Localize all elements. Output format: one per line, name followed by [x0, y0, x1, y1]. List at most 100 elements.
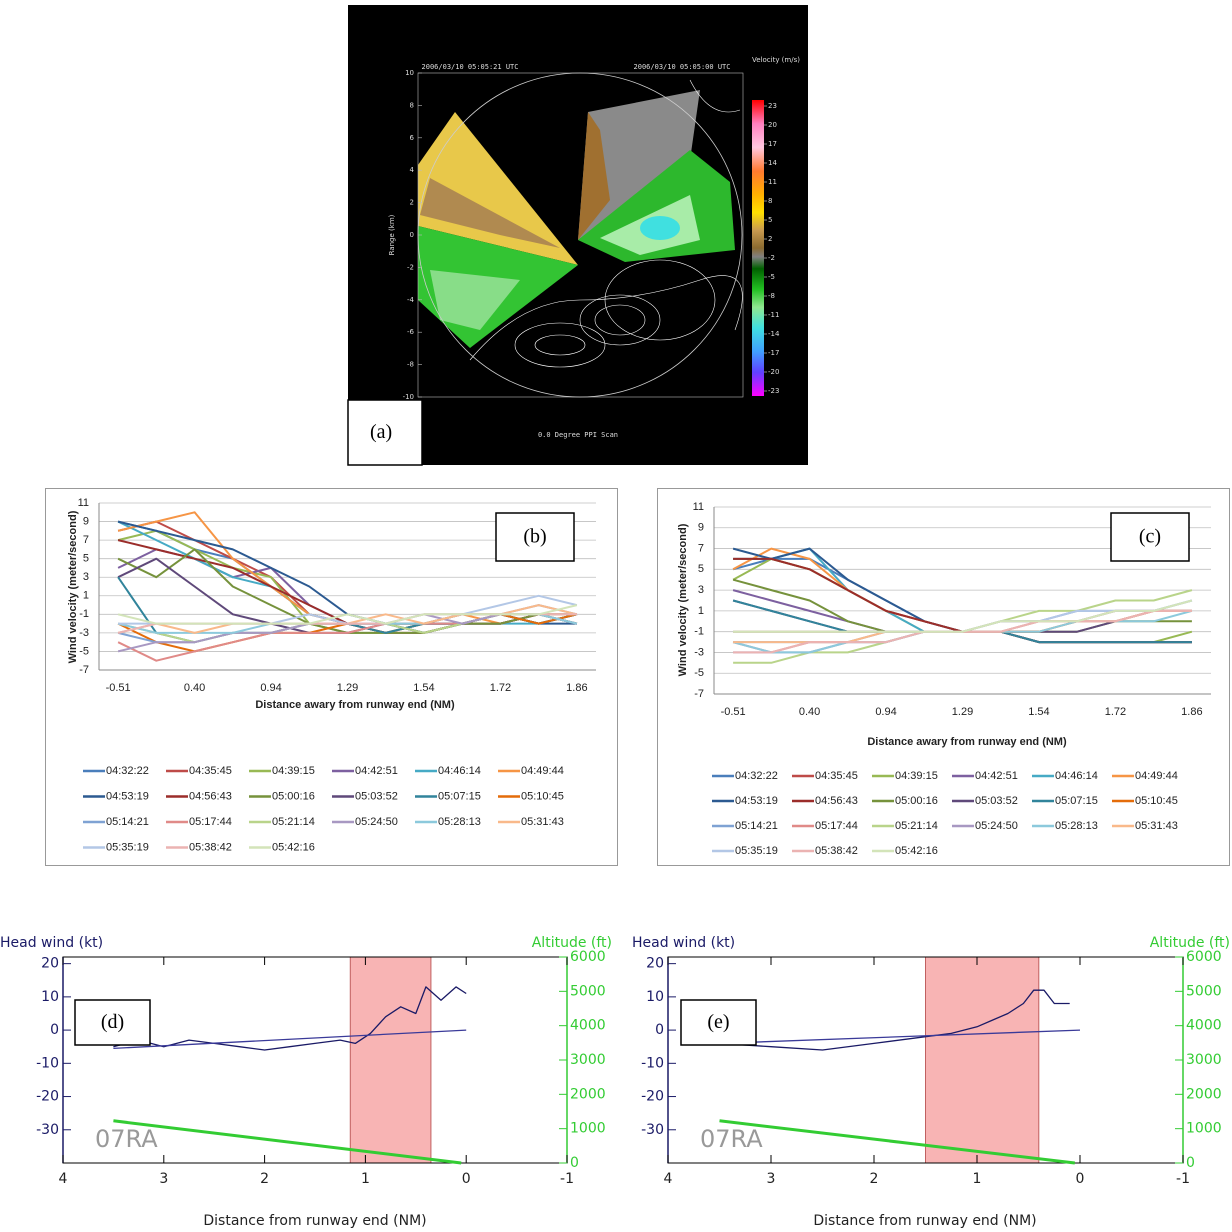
x-axis-title: Distance from runway end (NM): [813, 1213, 1036, 1229]
legend-label: 04:56:43: [189, 790, 232, 802]
x-tick-label: 2: [870, 1171, 879, 1187]
legend-label: 04:42:51: [975, 770, 1018, 782]
x-tick-label: 0.40: [799, 706, 820, 718]
legend-label: 05:24:50: [355, 816, 398, 828]
y-tick-label: 0: [410, 231, 414, 239]
y2-axis-title: Altitude (ft): [532, 935, 612, 951]
legend-label: 05:31:43: [1135, 820, 1178, 832]
colorbar-tick-label: 8: [768, 197, 772, 205]
colorbar-tick-label: 2: [768, 235, 772, 243]
y2-axis-title: Altitude (ft): [1150, 935, 1230, 951]
colorbar-tick-label: -17: [768, 349, 779, 357]
colorbar-tick-label: -5: [768, 273, 775, 281]
x-tick-label: 1.54: [1028, 706, 1049, 718]
legend-label: 05:21:14: [895, 820, 938, 832]
y-tick-label: -7: [694, 688, 704, 700]
y-tick-label: 20: [646, 956, 664, 972]
legend-label: 04:35:45: [189, 765, 232, 777]
y-tick-label: 9: [83, 515, 89, 527]
x-axis-title: Distance awary from runway end (NM): [255, 699, 455, 711]
y-axis-title: Wind velocity (meter/second): [677, 523, 689, 676]
x-tick-label: 3: [159, 1171, 168, 1187]
y-tick-label: 11: [693, 501, 704, 513]
x-tick-label: 0: [1076, 1171, 1085, 1187]
y-tick-label: 1: [83, 590, 89, 602]
y-tick-label: -4: [407, 296, 415, 304]
x-tick-label: 1.54: [413, 682, 434, 694]
y-tick-label: -10: [36, 1055, 59, 1071]
y-axis-title: Wind velocity (meter/second): [67, 510, 79, 663]
legend-label: 05:14:21: [735, 820, 778, 832]
colorbar-tick-label: 14: [768, 159, 777, 167]
x-axis-title: Distance from runway end (NM): [203, 1213, 426, 1229]
y-tick-label: 2: [410, 199, 414, 207]
page: Wind analysis figure body { margin: 0; b…: [0, 0, 1232, 1232]
body: {"chart_data": [ {"type": "ppi", "panel_…: [0, 0, 1232, 1232]
y2-tick-label: 6000: [570, 949, 606, 965]
runway-annotation: 07RA: [95, 1125, 158, 1153]
y-tick-label: 5: [83, 553, 89, 565]
y-tick-label: -8: [407, 361, 414, 369]
y-tick-label: 5: [698, 563, 704, 575]
x-axis-title: Distance awary from runway end (NM): [867, 736, 1067, 748]
y-tick-label: -30: [641, 1122, 664, 1138]
y-tick-label: 7: [698, 542, 704, 554]
y-tick-label: -1: [694, 626, 704, 638]
legend-label: 04:49:44: [1135, 770, 1178, 782]
legend-label: 05:42:16: [272, 841, 315, 853]
y2-tick-label: 0: [570, 1155, 579, 1171]
colorbar-tick-label: 11: [768, 178, 777, 186]
y-axis-title: Head wind (kt): [632, 935, 735, 951]
y-tick-label: 10: [405, 69, 414, 77]
legend-label: 05:38:42: [189, 841, 232, 853]
x-tick-label: 1: [973, 1171, 982, 1187]
timestamp: 2006/03/10 05:05:21 UTC: [422, 63, 519, 71]
y-axis-title: Head wind (kt): [0, 935, 103, 951]
shaded-region: [926, 957, 1039, 1163]
y-tick-label: -6: [407, 328, 415, 336]
colorbar-tick-label: -20: [768, 368, 779, 376]
y-tick-label: -5: [694, 667, 704, 679]
x-tick-label: -0.51: [721, 706, 746, 718]
y-tick-label: 9: [698, 522, 704, 534]
y-tick-label: 3: [83, 571, 89, 583]
y-tick-label: -3: [79, 627, 89, 639]
legend-label: 05:31:43: [521, 816, 564, 828]
echo-cell: [640, 216, 680, 240]
colorbar: [752, 100, 764, 396]
radar-background: [348, 5, 808, 465]
legend-label: 04:53:19: [735, 795, 778, 807]
shaded-region: [350, 957, 431, 1163]
legend-label: 04:56:43: [815, 795, 858, 807]
legend-label: 04:42:51: [355, 765, 398, 777]
runway-annotation: 07RA: [700, 1125, 763, 1153]
legend-label: 04:39:15: [272, 765, 315, 777]
panel-label: (a): [370, 421, 392, 443]
y-tick-label: 10: [646, 989, 664, 1005]
y-tick-label: -30: [36, 1122, 59, 1138]
x-tick-label: 0.94: [875, 706, 896, 718]
legend-label: 05:21:14: [272, 816, 315, 828]
x-tick-label: 1.29: [337, 682, 358, 694]
legend-label: 04:46:14: [438, 765, 481, 777]
panel-label: (d): [101, 1011, 124, 1033]
x-tick-label: 0.40: [184, 682, 205, 694]
y-tick-label: 6: [410, 134, 415, 142]
x-tick-label: 1.86: [566, 682, 587, 694]
colorbar-title: Velocity (m/s): [752, 56, 800, 64]
x-tick-label: 1.29: [952, 706, 973, 718]
y-tick-label: -20: [36, 1089, 59, 1105]
legend-label: 05:42:16: [895, 845, 938, 857]
y-tick-label: 20: [41, 956, 59, 972]
y-tick-label: 0: [50, 1022, 59, 1038]
legend-label: 05:35:19: [106, 841, 149, 853]
figure: 1086420-2-4-6-8-10Range (km)2006/03/10 0…: [0, 0, 1232, 1232]
legend-label: 05:03:52: [355, 790, 398, 802]
x-tick-label: 3: [767, 1171, 776, 1187]
x-tick-label: -1: [560, 1171, 574, 1187]
legend-label: 05:10:45: [521, 790, 564, 802]
y-tick-label: 0: [655, 1022, 664, 1038]
y-axis-title: Range (km): [388, 214, 396, 255]
colorbar-tick-label: 20: [768, 121, 777, 129]
y2-tick-label: 4000: [1186, 1018, 1222, 1034]
